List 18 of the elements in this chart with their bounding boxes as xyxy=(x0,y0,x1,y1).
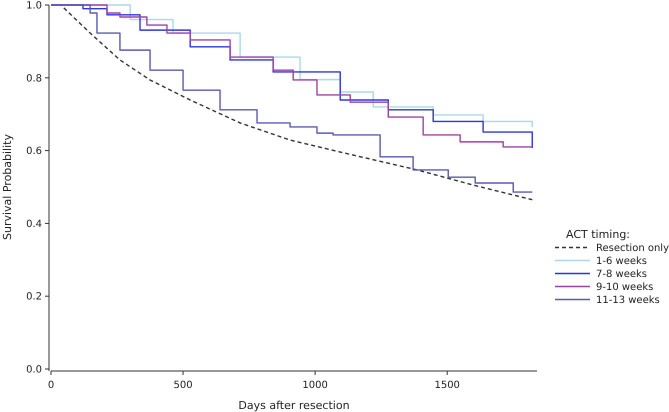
y-axis-title: Survival Probability xyxy=(1,134,14,240)
x-tick-label: 0 xyxy=(48,380,54,391)
y-tick-label: 0.2 xyxy=(26,292,42,303)
legend-label: 7-8 weeks xyxy=(596,269,647,280)
legend-label: 11-13 weeks xyxy=(596,295,660,306)
x-axis-title: Days after resection xyxy=(238,399,350,412)
legend-title: ACT timing: xyxy=(566,228,630,241)
y-tick-label: 1.0 xyxy=(26,0,42,12)
y-tick-label: 0.0 xyxy=(26,364,42,376)
y-tick-label: 0.6 xyxy=(26,146,42,158)
x-tick-label: 500 xyxy=(174,380,193,391)
legend-label: 9-10 weeks xyxy=(596,282,654,293)
y-tick-label: 0.4 xyxy=(26,218,42,230)
y-tick-label: 0.8 xyxy=(26,73,42,84)
x-tick-label: 1500 xyxy=(434,380,460,391)
legend-label: Resection only xyxy=(596,243,669,254)
legend-label: 1-6 weeks xyxy=(596,256,647,267)
x-tick-label: 1000 xyxy=(302,380,328,391)
